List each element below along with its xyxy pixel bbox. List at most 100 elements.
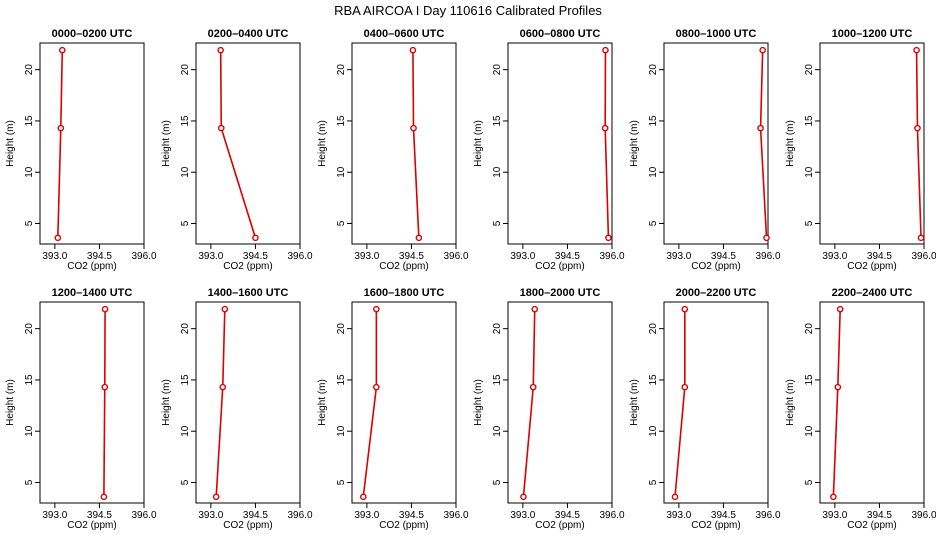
y-axis-label: Height (m) [785, 120, 796, 167]
y-tick-label: 20 [336, 64, 347, 76]
y-tick-label: 10 [804, 425, 815, 437]
profile-point [410, 124, 417, 132]
y-tick-label: 10 [336, 166, 347, 178]
profile-line [674, 309, 686, 497]
profile-point [217, 46, 224, 54]
y-tick-label: 5 [336, 220, 347, 226]
y-tick-label: 20 [24, 323, 35, 335]
panel-title: 0800–1000 UTC [676, 28, 757, 40]
profile-line [57, 50, 64, 238]
y-tick-label: 15 [180, 374, 191, 386]
profile-point [836, 305, 844, 313]
y-tick-label: 15 [492, 115, 503, 127]
x-tick-label: 393.0 [198, 251, 223, 262]
profile-panel: 0200–0400 UTC 393.0 394.5 396.0 5 10 15 20 CO2 (… [161, 28, 313, 272]
y-tick-label: 5 [492, 479, 503, 485]
y-tick-label: 15 [336, 115, 347, 127]
x-tick-label: 394.5 [555, 251, 580, 262]
x-tick-label: 396.0 [911, 510, 936, 521]
profile-panel: 0000–0200 UTC 393.0 394.5 396.0 5 10 15 20 CO2 (… [5, 28, 157, 272]
profile-point [101, 383, 109, 391]
x-axis-label: CO2 (ppm) [691, 261, 740, 272]
y-tick-label: 20 [804, 64, 815, 76]
panel-title: 1200–1400 UTC [52, 287, 133, 299]
y-tick-label: 20 [24, 64, 35, 76]
profile-point [834, 383, 842, 391]
x-tick-label: 394.5 [555, 510, 580, 521]
plot-frame [195, 301, 301, 504]
x-tick-label: 394.5 [243, 510, 268, 521]
profile-panel: 0800–1000 UTC 393.0 394.5 396.0 5 10 15 20 CO2 (… [629, 28, 781, 272]
y-tick-label: 15 [180, 115, 191, 127]
x-tick-label: 396.0 [755, 251, 780, 262]
profile-line [604, 50, 610, 238]
x-tick-label: 394.5 [711, 510, 736, 521]
y-tick-label: 10 [804, 166, 815, 178]
y-tick-label: 5 [804, 220, 815, 226]
y-tick-label: 15 [336, 374, 347, 386]
y-tick-label: 5 [336, 479, 347, 485]
profile-panel: 1000–1200 UTC 393.0 394.5 396.0 5 10 15 20 CO2 (… [785, 28, 936, 272]
y-tick-label: 20 [648, 323, 659, 335]
x-axis-label: CO2 (ppm) [67, 520, 116, 531]
x-axis-label: CO2 (ppm) [535, 520, 584, 531]
profile-point [520, 493, 527, 501]
x-tick-label: 396.0 [911, 251, 936, 262]
y-tick-label: 10 [180, 425, 191, 437]
profile-point [601, 124, 609, 132]
x-axis-label: CO2 (ppm) [535, 261, 584, 272]
profile-point [54, 234, 62, 242]
profile-panel: 2200–2400 UTC 393.0 394.5 396.0 5 10 15 20 CO2 (… [785, 287, 936, 531]
profile-point [914, 124, 921, 132]
profile-point [409, 46, 417, 54]
x-axis-label: CO2 (ppm) [847, 261, 896, 272]
plot-frame [663, 42, 769, 245]
y-tick-label: 15 [804, 115, 815, 127]
y-tick-label: 5 [24, 220, 35, 226]
y-tick-label: 10 [180, 166, 191, 178]
profile-panel: 0600–0800 UTC 393.0 394.5 396.0 5 10 15 20 CO2 (… [473, 28, 625, 272]
profile-line [832, 309, 842, 497]
x-tick-label: 396.0 [443, 510, 468, 521]
x-tick-label: 396.0 [443, 251, 468, 262]
profile-point [359, 493, 367, 501]
plot-frame [195, 42, 301, 245]
x-tick-label: 396.0 [287, 510, 312, 521]
profile-point [58, 46, 66, 54]
profile-point [221, 305, 229, 313]
profile-point [671, 493, 679, 501]
y-tick-label: 15 [492, 374, 503, 386]
plot-frame [39, 301, 145, 504]
plot-frame [351, 42, 457, 245]
profile-line [759, 50, 768, 238]
profile-point [57, 124, 65, 132]
x-tick-label: 396.0 [599, 510, 624, 521]
profile-line [103, 309, 106, 497]
x-axis-label: CO2 (ppm) [379, 520, 428, 531]
profile-line [215, 309, 226, 497]
y-axis-label: Height (m) [317, 120, 328, 167]
y-tick-label: 15 [648, 115, 659, 127]
y-tick-label: 5 [180, 479, 191, 485]
x-tick-label: 396.0 [755, 510, 780, 521]
y-tick-label: 10 [492, 425, 503, 437]
x-axis-label: CO2 (ppm) [223, 261, 272, 272]
x-tick-label: 393.0 [198, 510, 223, 521]
x-tick-label: 393.0 [510, 510, 535, 521]
y-tick-label: 15 [648, 374, 659, 386]
profile-point [212, 493, 220, 501]
x-tick-label: 393.0 [666, 251, 691, 262]
plot-frame [351, 301, 457, 504]
x-tick-label: 396.0 [599, 251, 624, 262]
x-tick-label: 393.0 [666, 510, 691, 521]
figure-title: RBA AIRCOA I Day 110616 Calibrated Profi… [334, 3, 602, 18]
y-tick-label: 20 [804, 323, 815, 335]
y-tick-label: 5 [492, 220, 503, 226]
y-axis-label: Height (m) [785, 379, 796, 426]
profile-point [681, 383, 689, 391]
y-axis-label: Height (m) [161, 120, 172, 167]
panel-title: 0400–0600 UTC [364, 28, 445, 40]
y-tick-label: 5 [648, 479, 659, 485]
panel-title: 1800–2000 UTC [520, 287, 601, 299]
